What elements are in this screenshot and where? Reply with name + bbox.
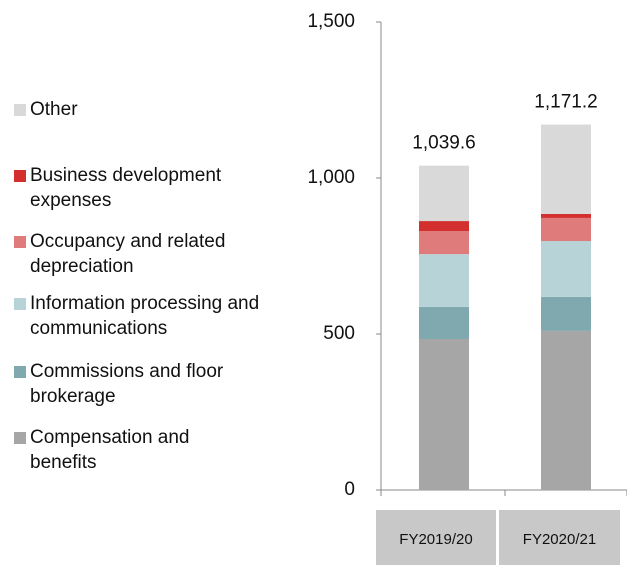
category-box (499, 510, 620, 565)
legend-item: Business development expenses (14, 163, 264, 213)
legend-swatch (14, 432, 26, 444)
legend-label: Occupancy and related depreciation (30, 231, 226, 277)
bar-segment (541, 217, 591, 242)
legend-swatch (14, 236, 26, 248)
y-tick-label: 1,500 (307, 11, 355, 32)
bar-segment (541, 296, 591, 331)
legend-swatch (14, 366, 26, 378)
legend-item: Information processing and communication… (14, 291, 264, 341)
x-tick-label: FY2019/20 (399, 531, 472, 548)
legend-label: Business development expenses (30, 165, 222, 211)
legend-label: Commissions and floor brokerage (30, 361, 224, 407)
legend-swatch (14, 298, 26, 310)
y-tick-label: 1,000 (307, 167, 355, 188)
bar-segment (541, 241, 591, 297)
legend-label: Information processing and communication… (30, 293, 260, 339)
category-box (376, 510, 496, 565)
bar-segment (541, 124, 591, 214)
y-tick-label: 500 (323, 323, 355, 344)
total-label: 1,039.6 (412, 133, 475, 154)
legend-swatch (14, 104, 26, 116)
legend-label: Other (30, 99, 78, 120)
bar-segment (419, 231, 469, 255)
bar-segment (541, 213, 591, 218)
bar-segment (419, 338, 469, 490)
x-tick-label: FY2020/21 (523, 531, 596, 548)
bar-segment (419, 254, 469, 307)
bar-segment (419, 165, 469, 222)
legend-item: Other (14, 97, 264, 122)
bar-segment (419, 306, 469, 339)
legend-label: Compensation and benefits (30, 427, 190, 473)
bar-segment (419, 221, 469, 232)
legend-item: Occupancy and related depreciation (14, 229, 264, 279)
y-tick-label: 0 (344, 479, 355, 500)
legend-item: Compensation and benefits (14, 425, 264, 475)
legend-swatch (14, 170, 26, 182)
bar-segment (541, 330, 591, 490)
legend-item: Commissions and floor brokerage (14, 359, 264, 409)
total-label: 1,171.2 (534, 92, 597, 113)
